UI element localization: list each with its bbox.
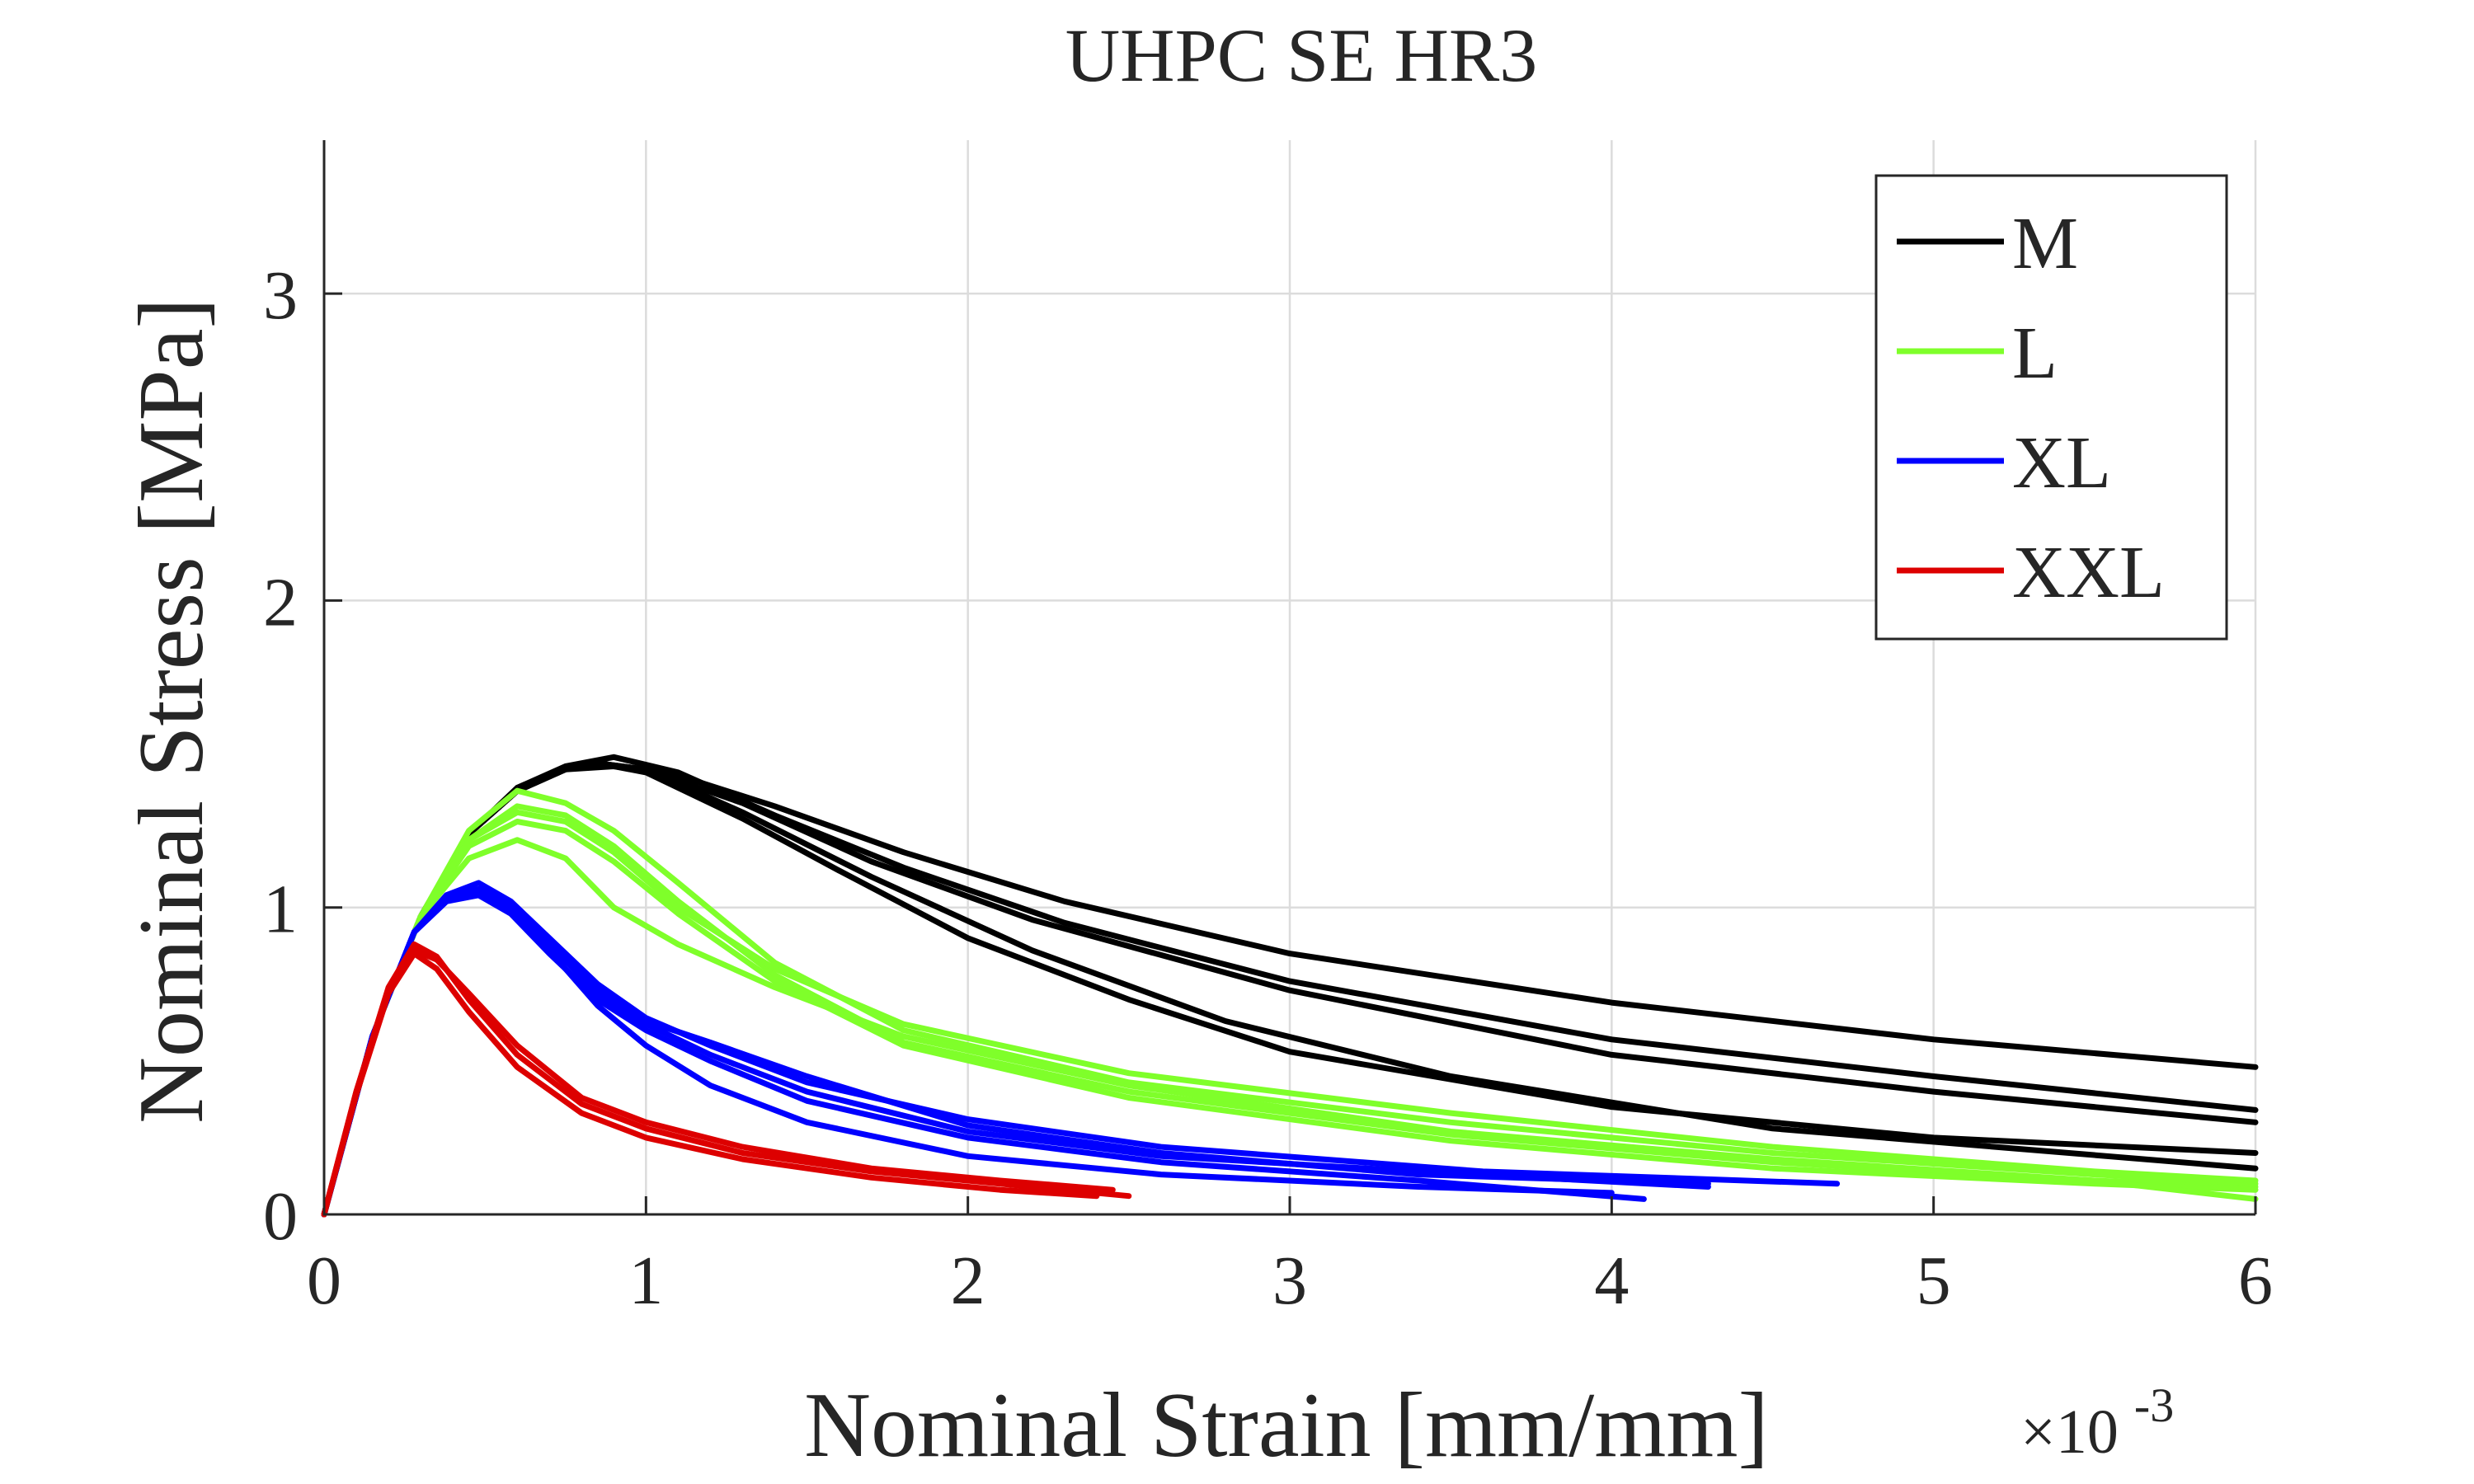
legend-box	[1874, 174, 2228, 641]
chart-title: UHPC SE HR3	[1065, 13, 1538, 97]
x-tick-label: 3	[1272, 1242, 1307, 1319]
axes	[322, 140, 2257, 1216]
x-tick-label: 0	[307, 1242, 341, 1319]
legend-label-xl: XL	[2012, 422, 2111, 504]
y-tick-label: 3	[263, 257, 298, 334]
x-tick-label: 4	[1594, 1242, 1629, 1319]
x-axis-label: Nominal Strain [mm/mm]	[804, 1374, 1769, 1477]
series-line-l	[321, 837, 2259, 1218]
series-line-xxl	[321, 947, 1116, 1218]
x-axis-exponent-power: -3	[2134, 1378, 2174, 1432]
x-tick-label: 2	[951, 1242, 985, 1319]
x-tick-label: 1	[628, 1242, 663, 1319]
legend-label-xxl: XXL	[2012, 532, 2165, 613]
x-axis-exponent-base: ×10	[2020, 1397, 2119, 1467]
x-axis-exponent: ×10 -3	[2020, 1378, 2174, 1467]
series-line-xl	[321, 885, 1711, 1218]
y-tick-label: 0	[263, 1178, 298, 1255]
y-tick-label: 2	[263, 564, 298, 641]
legend-label-l: L	[2012, 312, 2058, 394]
tick-labels: 0 1 2 3 4 5 6 0 1 2 3	[263, 257, 2273, 1319]
x-tick-label: 6	[2238, 1242, 2273, 1319]
legend-label-m: M	[2012, 203, 2078, 284]
series-line-l	[321, 809, 2259, 1218]
x-tick-label: 5	[1917, 1242, 1951, 1319]
y-axis-label: Nominal Stress [MPa]	[120, 298, 223, 1124]
y-tick-label: 1	[263, 871, 298, 948]
legend: ML XL XXL	[1874, 174, 2228, 641]
data-series	[321, 754, 2259, 1218]
